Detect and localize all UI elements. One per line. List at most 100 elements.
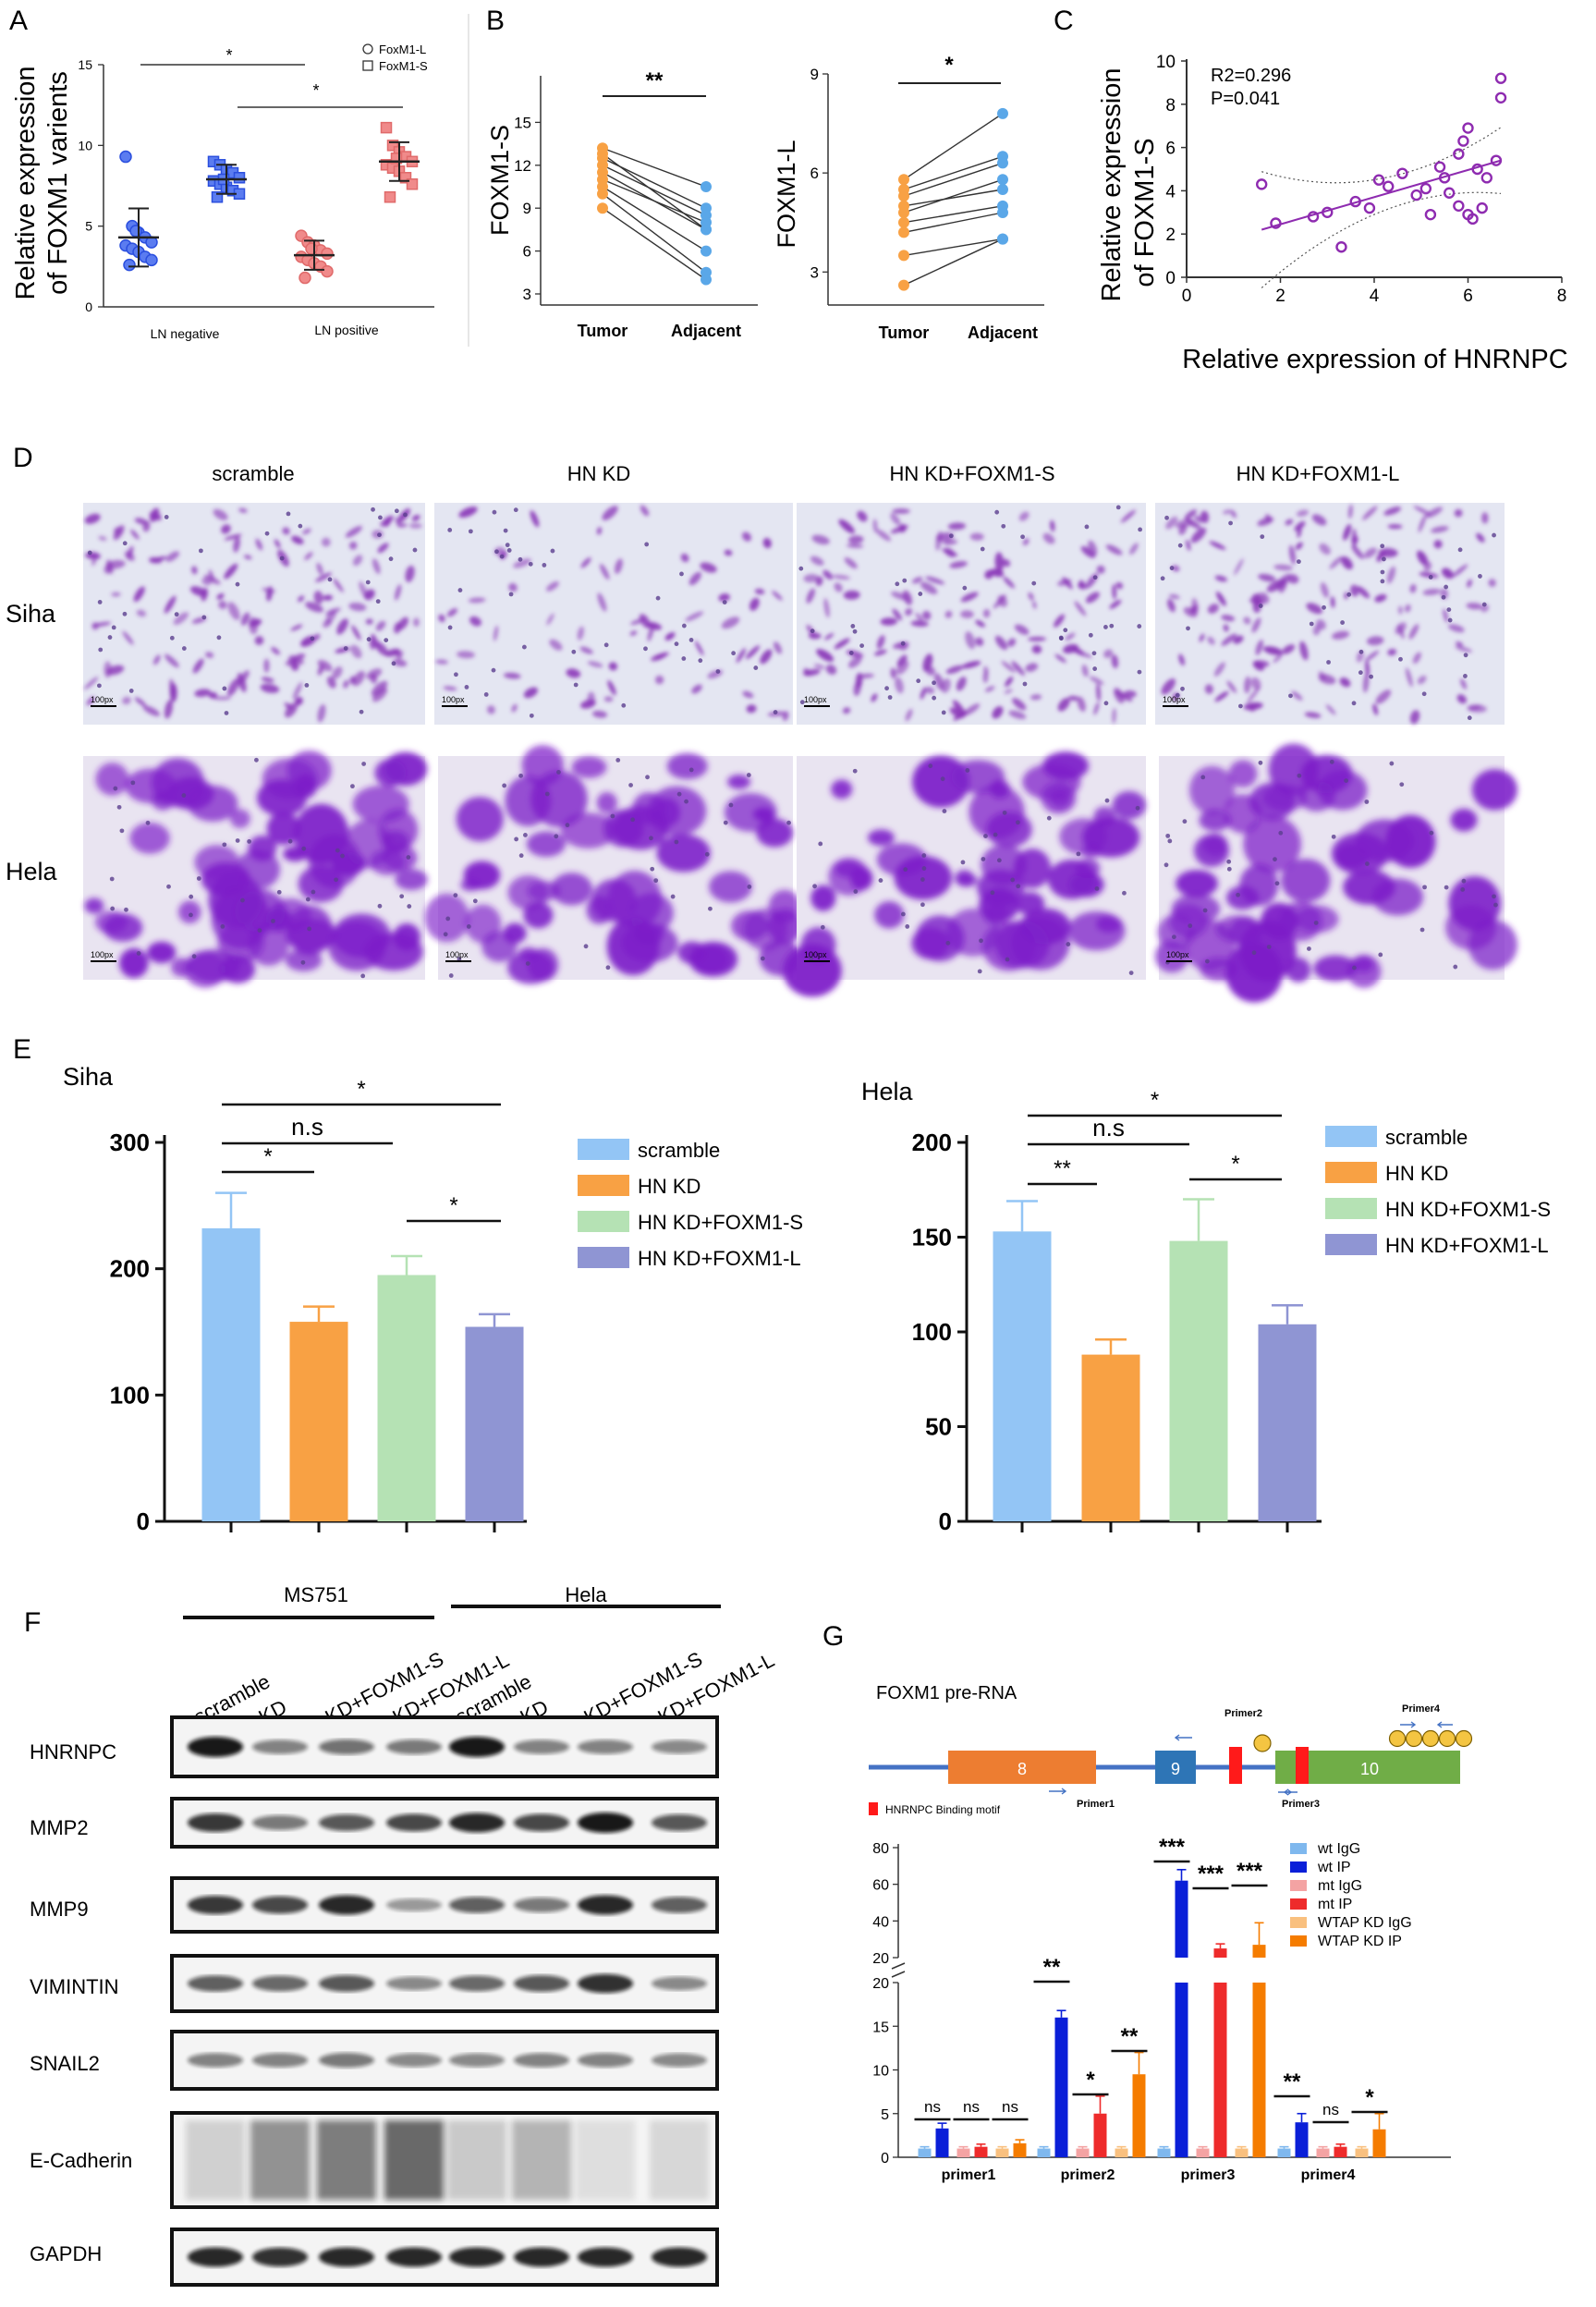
cell [892,608,903,621]
pore [1446,607,1452,613]
pore [920,877,925,882]
cell-cluster [465,904,502,944]
cell [1054,653,1066,663]
cell [1003,576,1015,589]
pore [731,651,737,656]
pore [181,646,187,651]
pore [110,906,116,911]
cell [165,551,180,562]
cell [438,614,445,623]
panel-b-left-ylabel: FOXM1-S [486,125,514,236]
cell [691,684,702,694]
cell [238,507,248,513]
pore [1202,908,1208,913]
cell [736,648,746,664]
pore [1128,970,1134,975]
pore [1422,885,1427,890]
blot-mmp9: MMP9 [30,1876,719,1934]
adjacent-point [997,184,1008,195]
pore [676,791,682,797]
cell-cluster [1188,765,1236,814]
pore [960,860,966,865]
pore [603,642,609,648]
micrograph-hela-4: 100px [1154,743,1517,1003]
cell [263,658,270,673]
cell [1296,509,1310,517]
cell [898,523,907,533]
data-point [1270,217,1282,229]
micrograph-siha-4: 100px [1155,503,1505,725]
cell [825,664,837,675]
cell [1387,524,1403,530]
sig-label: ns [1322,2101,1339,2118]
pore [1288,693,1293,699]
pore [994,509,1000,515]
cell [1282,644,1296,654]
band [578,1813,633,1833]
primer3-label: Primer3 [1282,1799,1320,1810]
bar [956,2148,970,2157]
cell [1275,573,1291,590]
pore [550,548,555,554]
pore [746,773,751,777]
cell [816,649,835,662]
pore [271,919,275,923]
cell [600,564,610,580]
data-point [1322,206,1334,219]
cell-cluster [1224,794,1262,834]
cell [608,662,618,671]
pair-line [903,162,1004,197]
pore [365,580,371,585]
cell [1417,550,1429,566]
cell [153,654,161,665]
cell [1329,555,1343,569]
cell [413,617,420,628]
cell [122,696,131,705]
cell [843,590,860,600]
sig-label: ns [924,2098,941,2116]
cell [762,538,772,549]
cell-cluster [188,949,241,983]
pore [615,757,621,763]
cell [847,535,864,544]
exon-8-label: 8 [1017,1760,1027,1778]
cell-cluster [1268,743,1319,796]
pore [529,713,534,718]
cell [724,549,733,556]
cell-cluster [1343,869,1395,905]
cell [846,543,864,548]
band [188,1737,243,1757]
pore [1331,834,1336,839]
cell-cluster [1157,914,1195,950]
cell [1065,632,1076,641]
cell [754,588,765,595]
pore [1138,527,1143,532]
cell [694,641,704,656]
cell [943,540,958,545]
band [386,2053,442,2068]
panel-e-siha-legend: scramble HN KD HN KD+FOXM1-S HN KD+FOXM1… [578,1139,803,1270]
cell [1042,532,1055,544]
cell [1028,592,1034,601]
cell [333,578,344,592]
cell [1351,528,1358,549]
panel-e-hela-legend: scramble HN KD HN KD+FOXM1-S HN KD+FOXM1… [1325,1126,1551,1257]
cell [1343,524,1352,541]
cell [1481,512,1489,524]
data-point [1419,182,1432,195]
cell [1029,694,1042,701]
pore [1167,838,1173,844]
pore [1398,656,1403,662]
pore [1186,626,1190,631]
bar [1076,2148,1090,2157]
tick-label: 200 [110,1255,150,1283]
cell [213,508,228,520]
sig-label: * [357,1077,365,1102]
pore [747,885,752,889]
bar [1115,2148,1128,2157]
cell [654,675,664,685]
bar [1213,1983,1227,2157]
cell [1372,703,1379,715]
cell [291,535,304,544]
